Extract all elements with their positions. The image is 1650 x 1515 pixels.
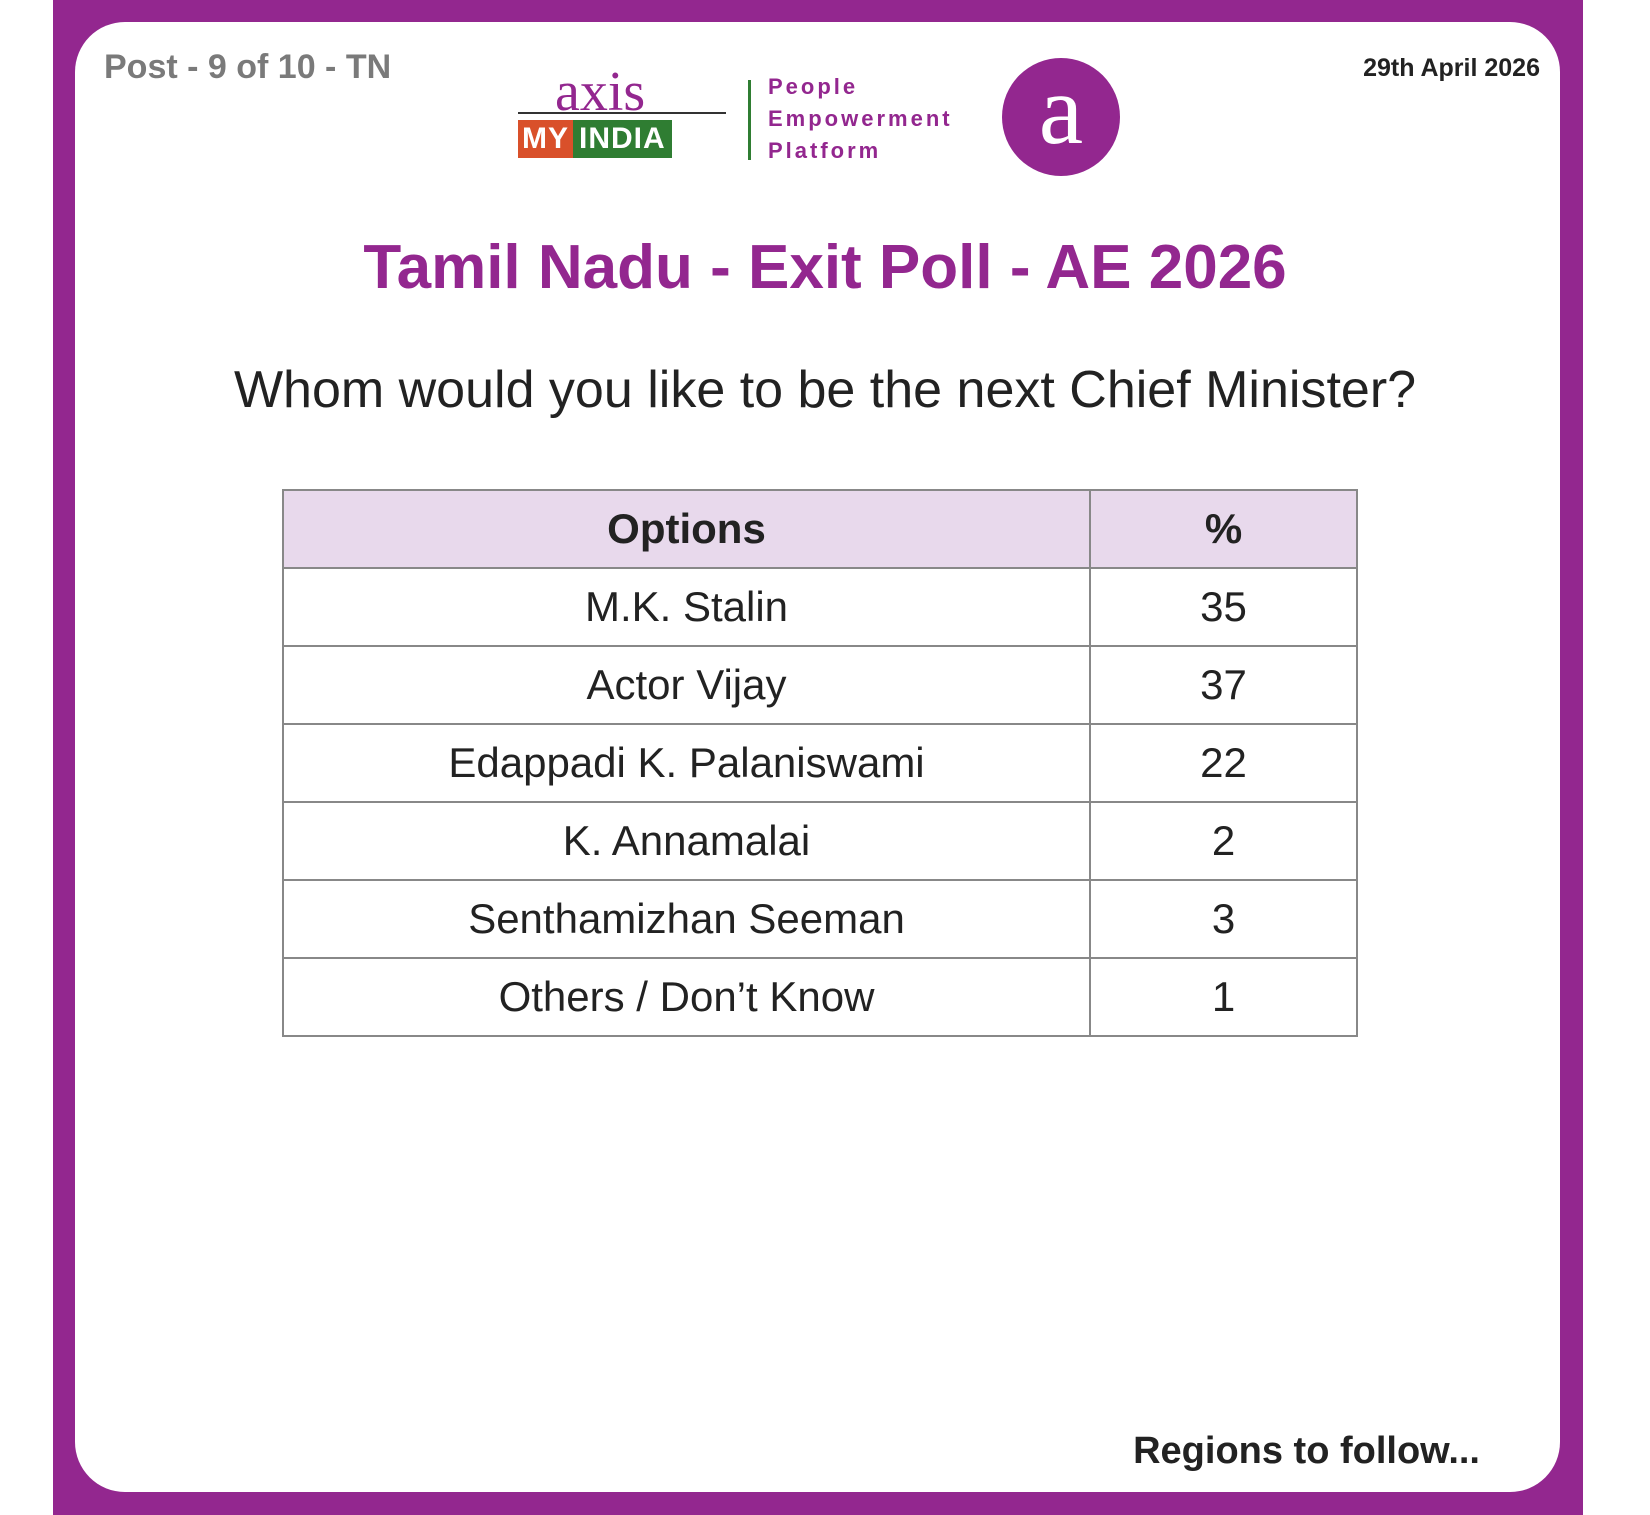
title: Tamil Nadu - Exit Poll - AE 2026 [363, 233, 1287, 302]
option-cell: Senthamizhan Seeman [282, 879, 1091, 959]
column-header: Options [282, 489, 1091, 569]
option-cell: M.K. Stalin [282, 567, 1091, 647]
table-row: Actor Vijay 37 [282, 645, 1358, 725]
logo-india: INDIA [573, 120, 672, 158]
option-cell: Others / Don’t Know [282, 957, 1091, 1037]
column-header: % [1089, 489, 1358, 569]
percent-cell: 3 [1089, 879, 1358, 959]
table-row: M.K. Stalin 35 [282, 567, 1358, 647]
logo-icon-letter: a [1038, 54, 1084, 165]
logo-tagline: People [768, 74, 859, 99]
logo-rule [518, 112, 726, 114]
percent-cell: 35 [1089, 567, 1358, 647]
percent-cell: 2 [1089, 801, 1358, 881]
header-row: Options % [282, 489, 1358, 569]
logo-tagline: Platform [768, 138, 882, 163]
option-cell: K. Annamalai [282, 801, 1091, 881]
option-cell: Actor Vijay [282, 645, 1091, 725]
question: Whom would you like to be the next Chief… [233, 361, 1417, 419]
logo-icon [1002, 58, 1120, 176]
logo-my: MY [518, 120, 573, 158]
option-cell: Edappadi K. Palaniswami [282, 723, 1091, 803]
footer: Regions to follow... [1133, 1430, 1480, 1472]
percent-cell: 22 [1089, 723, 1358, 803]
percent-cell: 1 [1089, 957, 1358, 1037]
logo-separator [748, 80, 751, 160]
table-row: Senthamizhan Seeman 3 [282, 879, 1358, 959]
percent-cell: 37 [1089, 645, 1358, 725]
table-row: Edappadi K. Palaniswami 22 [282, 723, 1358, 803]
logo-brand: axis [555, 61, 646, 123]
table-row: Others / Don’t Know 1 [282, 957, 1358, 1037]
date: 29th April 2026 [1363, 54, 1540, 82]
logo-sub: MY INDIA [518, 120, 672, 158]
logo-tagline: Empowerment [768, 106, 953, 131]
post-label: Post - 9 of 10 - TN [104, 48, 392, 86]
results-table: Options % M.K. Stalin 35 Actor Vijay 37 Edap… [282, 489, 1358, 1037]
table-row: K. Annamalai 2 [282, 801, 1358, 881]
